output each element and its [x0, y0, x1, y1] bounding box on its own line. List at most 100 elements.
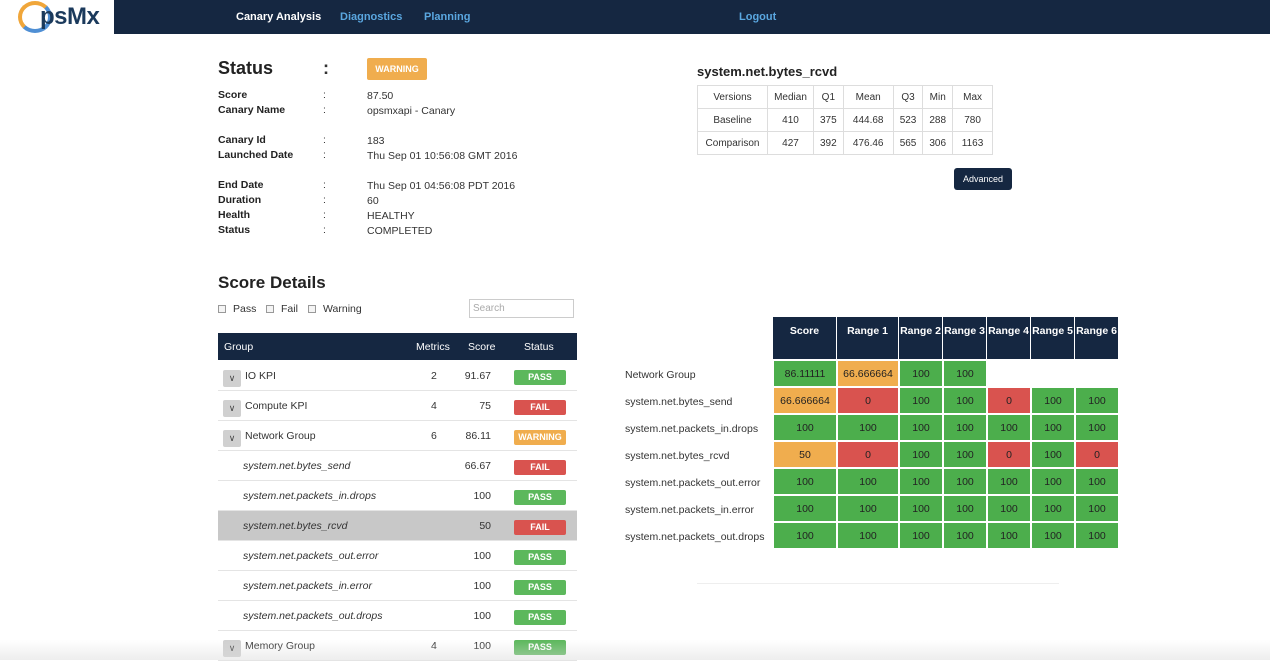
- heatmap-cell[interactable]: 0: [987, 441, 1031, 468]
- status-colon: :: [323, 58, 329, 78]
- heatmap-cell[interactable]: 100: [773, 522, 837, 549]
- heatmap-cell[interactable]: 100: [773, 495, 837, 522]
- heatmap-cell[interactable]: 66.666664: [837, 360, 899, 387]
- heatmap-cell[interactable]: 66.666664: [773, 387, 837, 414]
- pass-checkbox[interactable]: [218, 305, 226, 313]
- heatmap-cell[interactable]: 100: [1031, 441, 1075, 468]
- heatmap-cell[interactable]: 100: [1031, 387, 1075, 414]
- filter-pass[interactable]: Pass: [218, 303, 256, 315]
- chevron-down-icon[interactable]: ∨: [223, 370, 241, 387]
- advanced-button[interactable]: Advanced: [954, 168, 1012, 190]
- status-field-colon: :: [323, 89, 326, 101]
- heatmap-cell[interactable]: 100: [899, 360, 943, 387]
- stats-cell: Baseline: [697, 108, 768, 132]
- status-field-label: Health: [218, 209, 251, 221]
- opsmx-logo[interactable]: psMx: [0, 0, 114, 34]
- heatmap-cell[interactable]: 100: [1031, 414, 1075, 441]
- stats-cell: 523: [892, 108, 924, 132]
- metric-row[interactable]: system.net.packets_out.drops 100 PASS: [218, 601, 577, 631]
- heatmap-cell[interactable]: 0: [837, 441, 899, 468]
- heatmap-header: Range 3: [943, 317, 986, 359]
- group-row[interactable]: ∨ Compute KPI 4 75 FAIL: [218, 391, 577, 421]
- heatmap-cell[interactable]: 100: [943, 468, 987, 495]
- chevron-down-icon[interactable]: ∨: [223, 430, 241, 447]
- stats-header-cell: Max: [952, 85, 994, 109]
- heatmap-cell[interactable]: 100: [1075, 495, 1119, 522]
- heatmap-cell[interactable]: 100: [943, 495, 987, 522]
- status-badge: FAIL: [514, 520, 566, 535]
- metric-row[interactable]: system.net.packets_in.error 100 PASS: [218, 571, 577, 601]
- stats-header-cell: Q3: [892, 85, 924, 109]
- heatmap-cell[interactable]: 100: [1075, 522, 1119, 549]
- metric-row[interactable]: system.net.bytes_rcvd 50 FAIL: [218, 511, 577, 541]
- heatmap-cell[interactable]: 100: [899, 522, 943, 549]
- row-score: 50: [479, 520, 491, 532]
- heatmap-cell[interactable]: 100: [943, 441, 987, 468]
- heatmap-cell[interactable]: 100: [943, 522, 987, 549]
- chevron-down-icon[interactable]: ∨: [223, 400, 241, 417]
- metric-row[interactable]: system.net.bytes_send 66.67 FAIL: [218, 451, 577, 481]
- heatmap-cell[interactable]: 100: [837, 522, 899, 549]
- heatmap-header: Range 1: [837, 317, 898, 359]
- stats-cell: 780: [952, 108, 994, 132]
- filter-warning[interactable]: Warning: [308, 303, 362, 315]
- metric-name: system.net.bytes_rcvd: [243, 520, 348, 532]
- heatmap-cell[interactable]: 100: [899, 468, 943, 495]
- status-field-colon: :: [323, 194, 326, 206]
- row-score: 100: [473, 580, 491, 592]
- heatmap-cell[interactable]: 100: [943, 414, 987, 441]
- heatmap-cell[interactable]: 100: [1075, 414, 1119, 441]
- nav-planning[interactable]: Planning: [424, 11, 471, 23]
- heatmap-cell[interactable]: 100: [899, 495, 943, 522]
- heatmap-cell[interactable]: 100: [1031, 522, 1075, 549]
- heatmap-cell[interactable]: 100: [1075, 387, 1119, 414]
- warning-checkbox[interactable]: [308, 305, 316, 313]
- heatmap-cell[interactable]: 100: [837, 495, 899, 522]
- heatmap-cell[interactable]: 100: [987, 522, 1031, 549]
- search-input[interactable]: [469, 299, 574, 318]
- status-field-colon: :: [323, 179, 326, 191]
- metric-name: system.net.bytes_send: [243, 460, 351, 472]
- heatmap-cell[interactable]: 50: [773, 441, 837, 468]
- heatmap-cell[interactable]: 100: [1031, 468, 1075, 495]
- heatmap-cell[interactable]: 100: [773, 468, 837, 495]
- heatmap-cell[interactable]: 0: [987, 387, 1031, 414]
- heatmap-cell[interactable]: 86.11111: [773, 360, 837, 387]
- heatmap-cell[interactable]: 100: [987, 495, 1031, 522]
- heatmap-cell[interactable]: 0: [1075, 441, 1119, 468]
- status-field-label: Score: [218, 89, 248, 101]
- nav-canary-analysis[interactable]: Canary Analysis: [236, 11, 322, 23]
- filter-fail[interactable]: Fail: [266, 303, 298, 315]
- heatmap-cell[interactable]: 100: [1075, 468, 1119, 495]
- nav-diagnostics[interactable]: Diagnostics: [340, 11, 403, 23]
- status-badge: PASS: [514, 490, 566, 505]
- heatmap-cell[interactable]: 100: [773, 414, 837, 441]
- group-row[interactable]: ∨ Network Group 6 86.11 WARNING: [218, 421, 577, 451]
- stats-header-cell: Q1: [813, 85, 844, 109]
- heatmap-cell[interactable]: 100: [837, 414, 899, 441]
- heatmap-cell[interactable]: 100: [987, 468, 1031, 495]
- group-row[interactable]: ∨ IO KPI 2 91.67 PASS: [218, 361, 577, 391]
- metric-row[interactable]: system.net.packets_in.drops 100 PASS: [218, 481, 577, 511]
- heatmap-cell[interactable]: 100: [943, 387, 987, 414]
- heatmap-header: Range 4: [987, 317, 1030, 359]
- heatmap-cell[interactable]: 0: [837, 387, 899, 414]
- stats-row: Comparison 427 392 476.46 565 306 1163: [697, 131, 994, 155]
- heatmap-cell[interactable]: 100: [1031, 495, 1075, 522]
- row-score: 66.67: [464, 460, 491, 472]
- col-group: Group: [224, 341, 254, 353]
- stats-cell: 375: [813, 108, 844, 132]
- stats-cell: 306: [922, 131, 954, 155]
- heatmap-row-label: system.net.packets_in.drops: [625, 423, 759, 435]
- heatmap-cell[interactable]: 100: [899, 387, 943, 414]
- heatmap-cell[interactable]: 100: [987, 414, 1031, 441]
- heatmap-cell[interactable]: 100: [899, 441, 943, 468]
- metric-row[interactable]: system.net.packets_out.error 100 PASS: [218, 541, 577, 571]
- heatmap-cell[interactable]: 100: [899, 414, 943, 441]
- heatmap-cell[interactable]: 100: [943, 360, 987, 387]
- fail-checkbox[interactable]: [266, 305, 274, 313]
- stats-header-cell: Min: [922, 85, 954, 109]
- status-warning-badge: WARNING: [367, 58, 427, 80]
- nav-logout[interactable]: Logout: [739, 11, 777, 23]
- heatmap-cell[interactable]: 100: [837, 468, 899, 495]
